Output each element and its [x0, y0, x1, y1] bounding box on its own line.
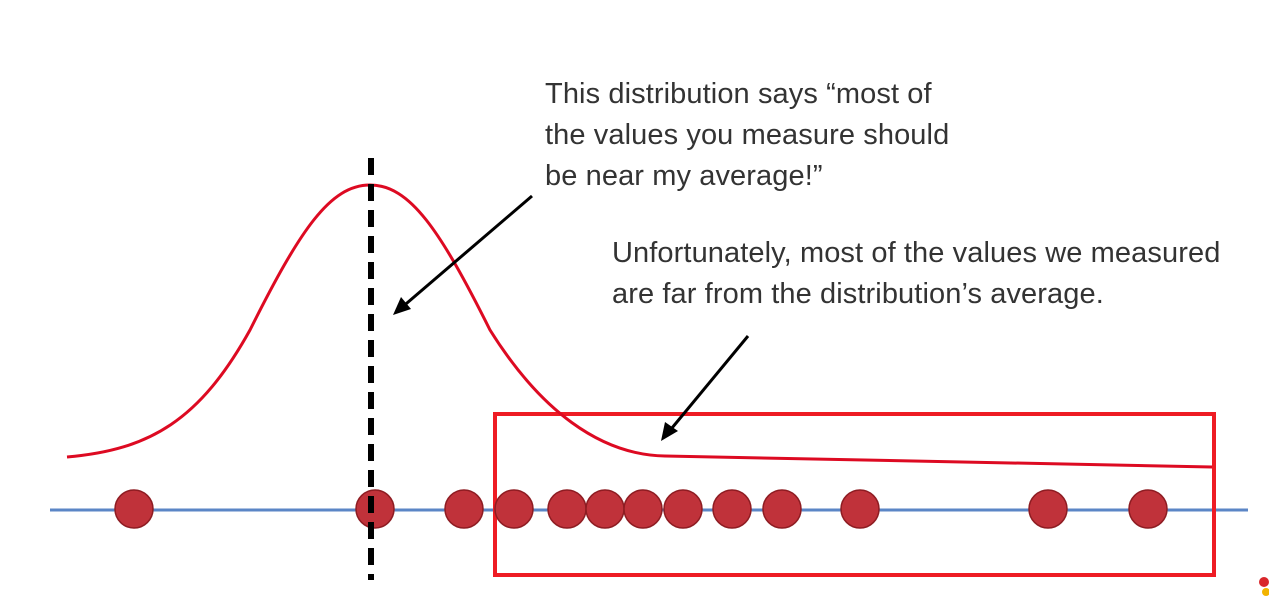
- normal-distribution-curve: [66, 183, 1213, 469]
- data-point: [840, 489, 880, 529]
- data-point: [444, 489, 484, 529]
- arrow-to-mean: [399, 194, 533, 311]
- data-point: [762, 489, 802, 529]
- data-points: [114, 489, 1168, 529]
- annotation-line: This distribution says “most of: [545, 78, 932, 110]
- annotation-line: Unfortunately, most of the values we mea…: [612, 237, 1221, 269]
- data-point: [712, 489, 752, 529]
- data-point: [1028, 489, 1068, 529]
- annotation-line: are far from the distribution’s average.: [612, 278, 1104, 310]
- arrow-to-tail: [665, 335, 750, 435]
- measurement-annotation: Unfortunately, most of the values we mea…: [612, 233, 1220, 315]
- data-point: [355, 489, 395, 529]
- annotation-line: be near my average!”: [545, 160, 823, 192]
- arrowhead-to-mean: [393, 297, 411, 315]
- arrowhead-to-tail: [661, 422, 678, 441]
- highlight-box: [493, 412, 1216, 577]
- data-point: [547, 489, 587, 529]
- data-point: [663, 489, 703, 529]
- data-point: [1128, 489, 1168, 529]
- annotation-line: the values you measure should: [545, 119, 950, 151]
- data-point: [494, 489, 534, 529]
- data-point: [585, 489, 625, 529]
- corner-logo-icon: [1259, 577, 1269, 596]
- distribution-annotation: This distribution says “most of the valu…: [545, 74, 949, 197]
- data-point: [114, 489, 154, 529]
- data-point: [623, 489, 663, 529]
